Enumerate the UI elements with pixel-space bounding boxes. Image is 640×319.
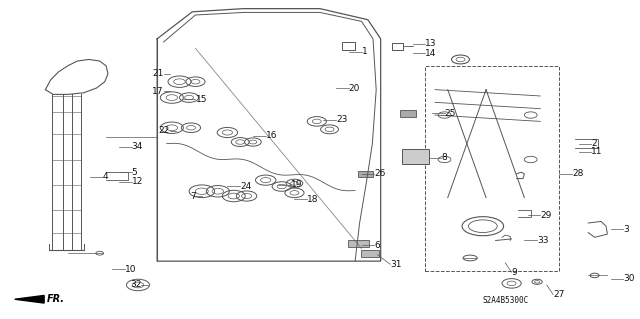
- Text: 20: 20: [349, 84, 360, 93]
- Text: 24: 24: [240, 182, 252, 191]
- Text: 14: 14: [426, 48, 436, 58]
- FancyBboxPatch shape: [361, 250, 379, 257]
- Text: 9: 9: [511, 268, 517, 277]
- Bar: [426, 66, 559, 271]
- Text: 31: 31: [390, 260, 402, 269]
- Text: 27: 27: [553, 290, 564, 299]
- Text: 7: 7: [189, 191, 195, 201]
- Text: 26: 26: [374, 169, 386, 178]
- FancyBboxPatch shape: [402, 149, 429, 164]
- Text: 29: 29: [540, 211, 552, 219]
- Text: 6: 6: [374, 241, 380, 250]
- Text: 18: 18: [307, 195, 319, 204]
- Text: 19: 19: [291, 181, 303, 189]
- Text: 5: 5: [132, 168, 138, 177]
- Text: 2: 2: [591, 139, 597, 148]
- Text: 1: 1: [362, 47, 367, 56]
- FancyBboxPatch shape: [358, 171, 373, 177]
- Text: FR.: FR.: [47, 294, 65, 304]
- Text: 21: 21: [152, 69, 164, 78]
- Text: 10: 10: [125, 264, 137, 274]
- Text: 8: 8: [442, 153, 447, 162]
- Text: 28: 28: [572, 169, 584, 178]
- Text: 25: 25: [445, 109, 456, 118]
- Bar: [400, 110, 416, 117]
- Text: 34: 34: [132, 142, 143, 151]
- Text: 11: 11: [591, 147, 603, 156]
- Text: S2A4B5300C: S2A4B5300C: [482, 296, 529, 305]
- Text: 23: 23: [336, 115, 348, 124]
- Polygon shape: [15, 295, 44, 303]
- Text: 16: 16: [266, 131, 277, 140]
- Text: 4: 4: [103, 173, 109, 182]
- Text: 15: 15: [195, 95, 207, 104]
- Text: 17: 17: [152, 87, 164, 96]
- Text: 3: 3: [623, 225, 629, 234]
- Text: 12: 12: [132, 177, 143, 186]
- Text: 33: 33: [537, 236, 548, 245]
- Text: 13: 13: [426, 39, 437, 48]
- Text: 30: 30: [623, 274, 635, 283]
- Text: 22: 22: [159, 126, 170, 135]
- Text: 32: 32: [130, 280, 141, 289]
- FancyBboxPatch shape: [348, 240, 369, 247]
